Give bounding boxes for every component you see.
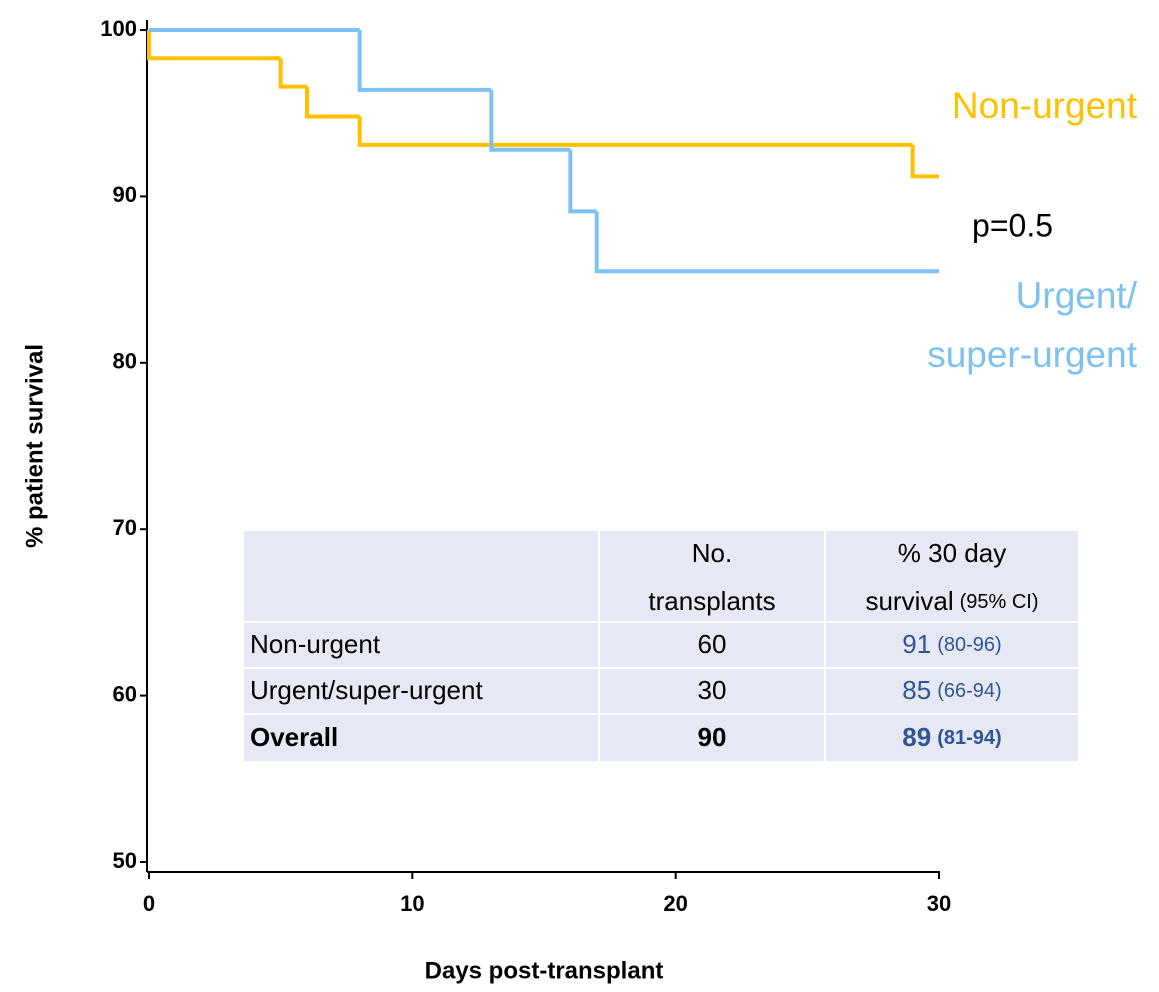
y-tick-label: 80 <box>113 349 137 374</box>
y-tick-label: 50 <box>113 848 137 873</box>
table-cell <box>244 623 598 667</box>
table-cell <box>826 623 1078 667</box>
table-header-text: survival <box>865 586 953 616</box>
table-header: No. <box>692 538 732 568</box>
table-header: survival (95% CI) <box>865 586 1038 616</box>
x-tick-label: 10 <box>400 891 424 916</box>
table-header-text: No. <box>692 538 732 568</box>
table-row-label: Urgent/super-urgent <box>250 675 483 705</box>
table-cell <box>600 623 824 667</box>
survival-step <box>278 58 307 89</box>
survival-step <box>594 211 939 274</box>
table-header-text: transplants <box>648 586 775 616</box>
table-count: 30 <box>698 675 727 705</box>
x-tick-label: 0 <box>143 891 155 916</box>
table-count: 60 <box>698 629 727 659</box>
table-header: transplants <box>648 586 775 616</box>
table-cell <box>600 715 824 761</box>
table-cell <box>826 531 1078 621</box>
x-tick-label: 20 <box>663 891 687 916</box>
series-label: super-urgent <box>927 334 1138 375</box>
survival-step <box>910 144 939 179</box>
y-tick-label: 70 <box>113 515 137 540</box>
y-tick-label: 60 <box>113 681 137 706</box>
table-survival: 91 (80-96) <box>902 629 1001 659</box>
x-tick-label: 30 <box>927 891 951 916</box>
series-label: Urgent/ <box>1016 275 1138 316</box>
table-cell <box>826 669 1078 713</box>
table-row-label: Non-urgent <box>250 629 381 659</box>
survival-ci: (80-96) <box>937 634 1001 656</box>
table-cell <box>600 531 824 621</box>
table-cell <box>826 715 1078 761</box>
survival-step <box>489 89 571 152</box>
x-axis-label: Days post-transplant <box>425 957 664 984</box>
survival-step <box>568 149 597 214</box>
y-axis-label: % patient survival <box>21 344 48 548</box>
y-tick-label: 100 <box>100 16 137 41</box>
survival-ci: (81-94) <box>937 727 1001 749</box>
y-tick-label: 90 <box>113 182 137 207</box>
survival-value: 89 <box>902 722 931 752</box>
table-header-text: % 30 day <box>898 538 1006 568</box>
survival-value: 85 <box>902 675 931 705</box>
annotation: p=0.5 <box>972 207 1053 243</box>
survival-ci: (66-94) <box>937 680 1001 702</box>
summary-table: No. transplants % 30 day survival (95% CI) No… <box>244 531 1078 761</box>
table-cell <box>244 715 598 761</box>
survival-value: 91 <box>902 629 931 659</box>
survival-step <box>357 116 913 147</box>
table-survival: 89 (81-94) <box>902 722 1001 752</box>
table-cell <box>244 669 598 713</box>
table-cell <box>600 669 824 713</box>
table-header: % 30 day <box>898 538 1006 568</box>
table-survival: 85 (66-94) <box>902 675 1001 705</box>
table-header-note: (95% CI) <box>960 591 1039 613</box>
survival-step <box>305 86 360 119</box>
survival-step <box>147 30 281 61</box>
table-row-label: Overall <box>250 722 338 752</box>
table-cell <box>244 531 598 621</box>
table-count: 90 <box>698 722 727 752</box>
series-label: Non-urgent <box>952 85 1138 126</box>
survival-step <box>357 30 492 92</box>
